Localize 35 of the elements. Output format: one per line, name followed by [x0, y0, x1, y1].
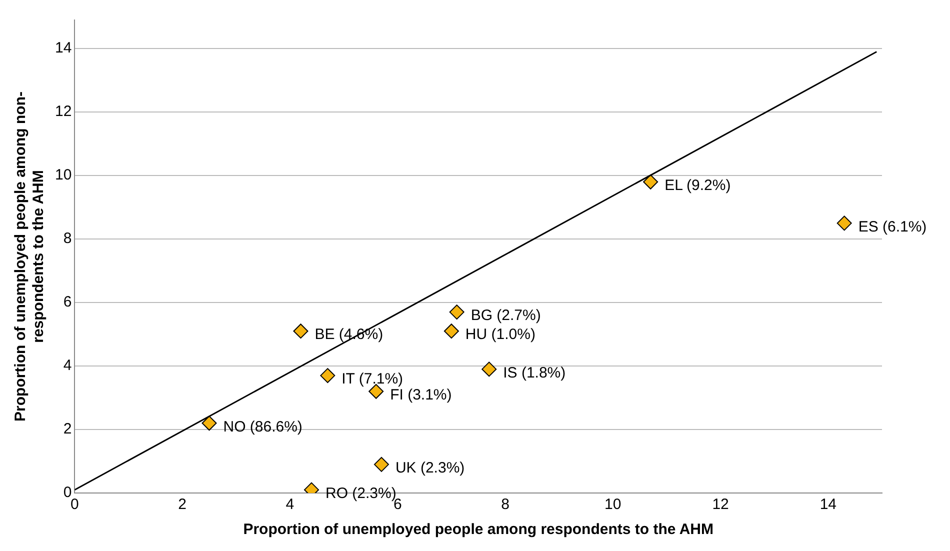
- annotation: RO (2.3%): [325, 484, 396, 502]
- y-tick-label: 2: [63, 420, 72, 438]
- annotation: NO (86.6%): [223, 418, 302, 436]
- x-tick-label: 8: [501, 496, 510, 514]
- y-tick-label: 14: [54, 40, 72, 57]
- point: [320, 368, 336, 384]
- y-axis-title: Proportion of unemployed people among non-respondents to the AHM: [12, 92, 48, 422]
- x-tick-label: 10: [604, 496, 622, 514]
- x-tick-label: 14: [820, 496, 837, 514]
- y-tick-label: 4: [63, 357, 72, 374]
- y-tick-label: 12: [54, 103, 72, 120]
- point: [444, 324, 459, 339]
- y-tick-label: 10: [54, 166, 72, 184]
- point: [449, 304, 464, 320]
- point: [482, 362, 497, 377]
- y-tick-label: 8: [63, 230, 72, 248]
- annotation: IT (7.1%): [342, 370, 404, 388]
- y-tick-label: 6: [63, 294, 72, 311]
- x-tick-label: 4: [286, 496, 294, 514]
- annotation: ES (6.1%): [858, 218, 927, 236]
- annotation: UK (2.3%): [395, 460, 465, 477]
- annotation: IS (1.8%): [503, 364, 566, 382]
- point: [643, 174, 658, 190]
- annotation: EL (9.2%): [664, 177, 731, 194]
- annotation: BG (2.7%): [470, 307, 541, 324]
- point: [374, 456, 389, 472]
- annotation: FI (3.1%): [390, 386, 452, 404]
- point: [202, 416, 217, 431]
- point: [293, 324, 308, 339]
- point: [836, 216, 852, 231]
- x-tick-label: 12: [712, 496, 729, 514]
- x-tick-label: 2: [178, 496, 186, 514]
- annotation: HU (1.0%): [465, 326, 536, 344]
- y-tick-label: 0: [63, 484, 72, 502]
- x-axis-title: Proportion of unemployed people among respondents to the AHM: [243, 521, 714, 538]
